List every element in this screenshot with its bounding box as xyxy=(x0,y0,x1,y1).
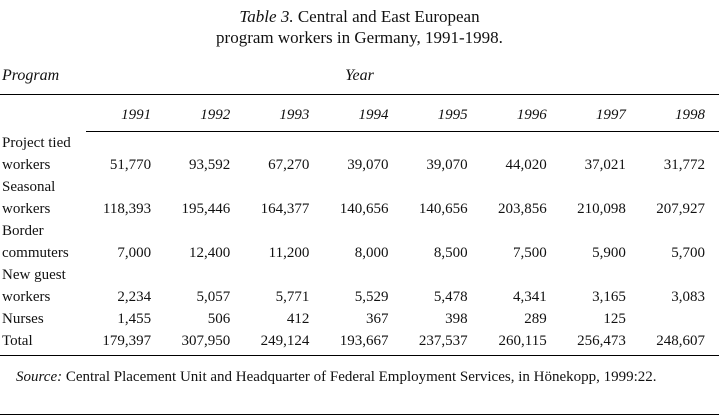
year-1993: 1993 xyxy=(244,95,324,132)
year-1991: 1991 xyxy=(86,95,166,132)
value-cell: 7,500 xyxy=(513,244,547,261)
row-label-line2: commuters xyxy=(2,244,69,261)
table-title-line2: program workers in Germany, 1991-1998. xyxy=(216,28,503,47)
data-table: 1991 1992 1993 1994 1995 1996 1997 1998 … xyxy=(0,95,719,356)
value-cell: 125 xyxy=(603,310,626,327)
row-label: Border commuters xyxy=(0,220,86,264)
value-cell: 5,900 xyxy=(592,244,626,261)
value-cell: 140,656 xyxy=(339,200,389,217)
row-label-line1: Border xyxy=(2,222,44,239)
table-row-seasonal-workers: Seasonal workers 118,393 195,446 164,377… xyxy=(0,176,719,220)
value-cell: 367 xyxy=(366,310,389,327)
value-cell: 7,000 xyxy=(117,244,152,261)
value-cell: 3,083 xyxy=(671,288,705,305)
row-label-line2: workers xyxy=(2,288,51,305)
year-1998: 1998 xyxy=(639,95,719,132)
row-label-line1: Seasonal xyxy=(2,178,56,195)
value-cell: 195,446 xyxy=(181,200,231,217)
value-cell: 207,927 xyxy=(656,200,705,217)
value-cell: 203,856 xyxy=(498,200,547,217)
value-cell: 164,377 xyxy=(260,200,310,217)
row-label: New guest workers xyxy=(0,264,86,308)
value-cell: 260,115 xyxy=(481,329,561,356)
row-label-line1: New guest xyxy=(2,266,66,283)
row-label: Seasonal workers xyxy=(0,176,86,220)
year-row: 1991 1992 1993 1994 1995 1996 1997 1998 xyxy=(0,95,719,132)
value-cell: 398 xyxy=(445,310,468,327)
value-cell: 506 xyxy=(207,310,231,327)
value-cell: 237,537 xyxy=(402,329,482,356)
row-label-line1: Project tied xyxy=(2,134,71,151)
table-row-nurses: Nurses 1,455 506 412 367 398 289 125 xyxy=(0,308,719,330)
year-1995: 1995 xyxy=(402,95,482,132)
row-label-line2: workers xyxy=(2,156,51,173)
table-title: Table 3. Central and East European progr… xyxy=(0,0,719,48)
table-title-line1: Table 3. Central and East European xyxy=(0,6,719,27)
source-text: Central Placement Unit and Headquarter o… xyxy=(62,368,657,385)
year-row-spacer xyxy=(0,95,86,132)
year-1992: 1992 xyxy=(165,95,245,132)
value-cell: 44,020 xyxy=(505,156,547,173)
value-cell: 5,057 xyxy=(196,288,231,305)
value-cell: 5,529 xyxy=(354,288,389,305)
value-cell: 8,000 xyxy=(354,244,389,261)
value-cell: 12,400 xyxy=(189,244,231,261)
value-cell: 31,772 xyxy=(663,156,705,173)
value-cell: 39,070 xyxy=(347,156,389,173)
value-cell: 4,341 xyxy=(513,288,547,305)
value-cell: 193,667 xyxy=(323,329,403,356)
year-1997: 1997 xyxy=(560,95,640,132)
source-label: Source: xyxy=(16,368,63,385)
value-cell: 3,165 xyxy=(592,288,626,305)
table-caption-label: Table 3. xyxy=(239,7,294,26)
row-label-line2: workers xyxy=(2,200,51,217)
value-cell: 51,770 xyxy=(109,156,152,173)
program-header: Program xyxy=(2,67,60,84)
value-cell: 179,397 xyxy=(86,329,166,356)
row-label: Total xyxy=(0,329,86,356)
value-cell: 67,270 xyxy=(268,156,310,173)
value-cell: 140,656 xyxy=(418,200,468,217)
year-1996: 1996 xyxy=(481,95,561,132)
value-cell: 39,070 xyxy=(426,156,468,173)
row-label-line1: Nurses xyxy=(2,310,44,327)
value-cell: 2,234 xyxy=(117,288,152,305)
value-cell: 289 xyxy=(524,310,547,327)
value-cell: 37,021 xyxy=(584,156,626,173)
table-row-border-commuters: Border commuters 7,000 12,400 11,200 8,0… xyxy=(0,220,719,264)
value-cell: 118,393 xyxy=(102,200,152,217)
value-cell: 11,200 xyxy=(268,244,310,261)
value-cell: 8,500 xyxy=(433,244,468,261)
year-1994: 1994 xyxy=(323,95,403,132)
bottom-rule xyxy=(0,414,719,415)
row-label-line1: Total xyxy=(2,332,33,349)
value-cell xyxy=(640,308,719,330)
value-cell: 249,124 xyxy=(244,329,324,356)
table-column-headers: Program Year xyxy=(0,66,719,95)
value-cell: 93,592 xyxy=(189,156,231,173)
row-label: Project tied workers xyxy=(0,132,86,176)
table-title-line1-text: Central and East European xyxy=(293,7,480,26)
value-cell: 256,473 xyxy=(560,329,640,356)
value-cell: 307,950 xyxy=(165,329,245,356)
source-note: Source: Central Placement Unit and Headq… xyxy=(2,367,715,388)
table-row-new-guest-workers: New guest workers 2,234 5,057 5,771 5,52… xyxy=(0,264,719,308)
year-header: Year xyxy=(345,67,374,84)
value-cell: 5,771 xyxy=(275,288,310,305)
table-row-project-tied-workers: Project tied workers 51,770 93,592 67,27… xyxy=(0,132,719,176)
value-cell: 5,478 xyxy=(433,288,468,305)
value-cell: 248,607 xyxy=(639,329,719,356)
value-cell: 5,700 xyxy=(671,244,705,261)
value-cell: 412 xyxy=(286,310,310,327)
row-label: Nurses xyxy=(0,308,86,330)
value-cell: 210,098 xyxy=(577,200,626,217)
value-cell: 1,455 xyxy=(117,310,152,327)
table-row-total: Total 179,397 307,950 249,124 193,667 23… xyxy=(0,329,719,356)
